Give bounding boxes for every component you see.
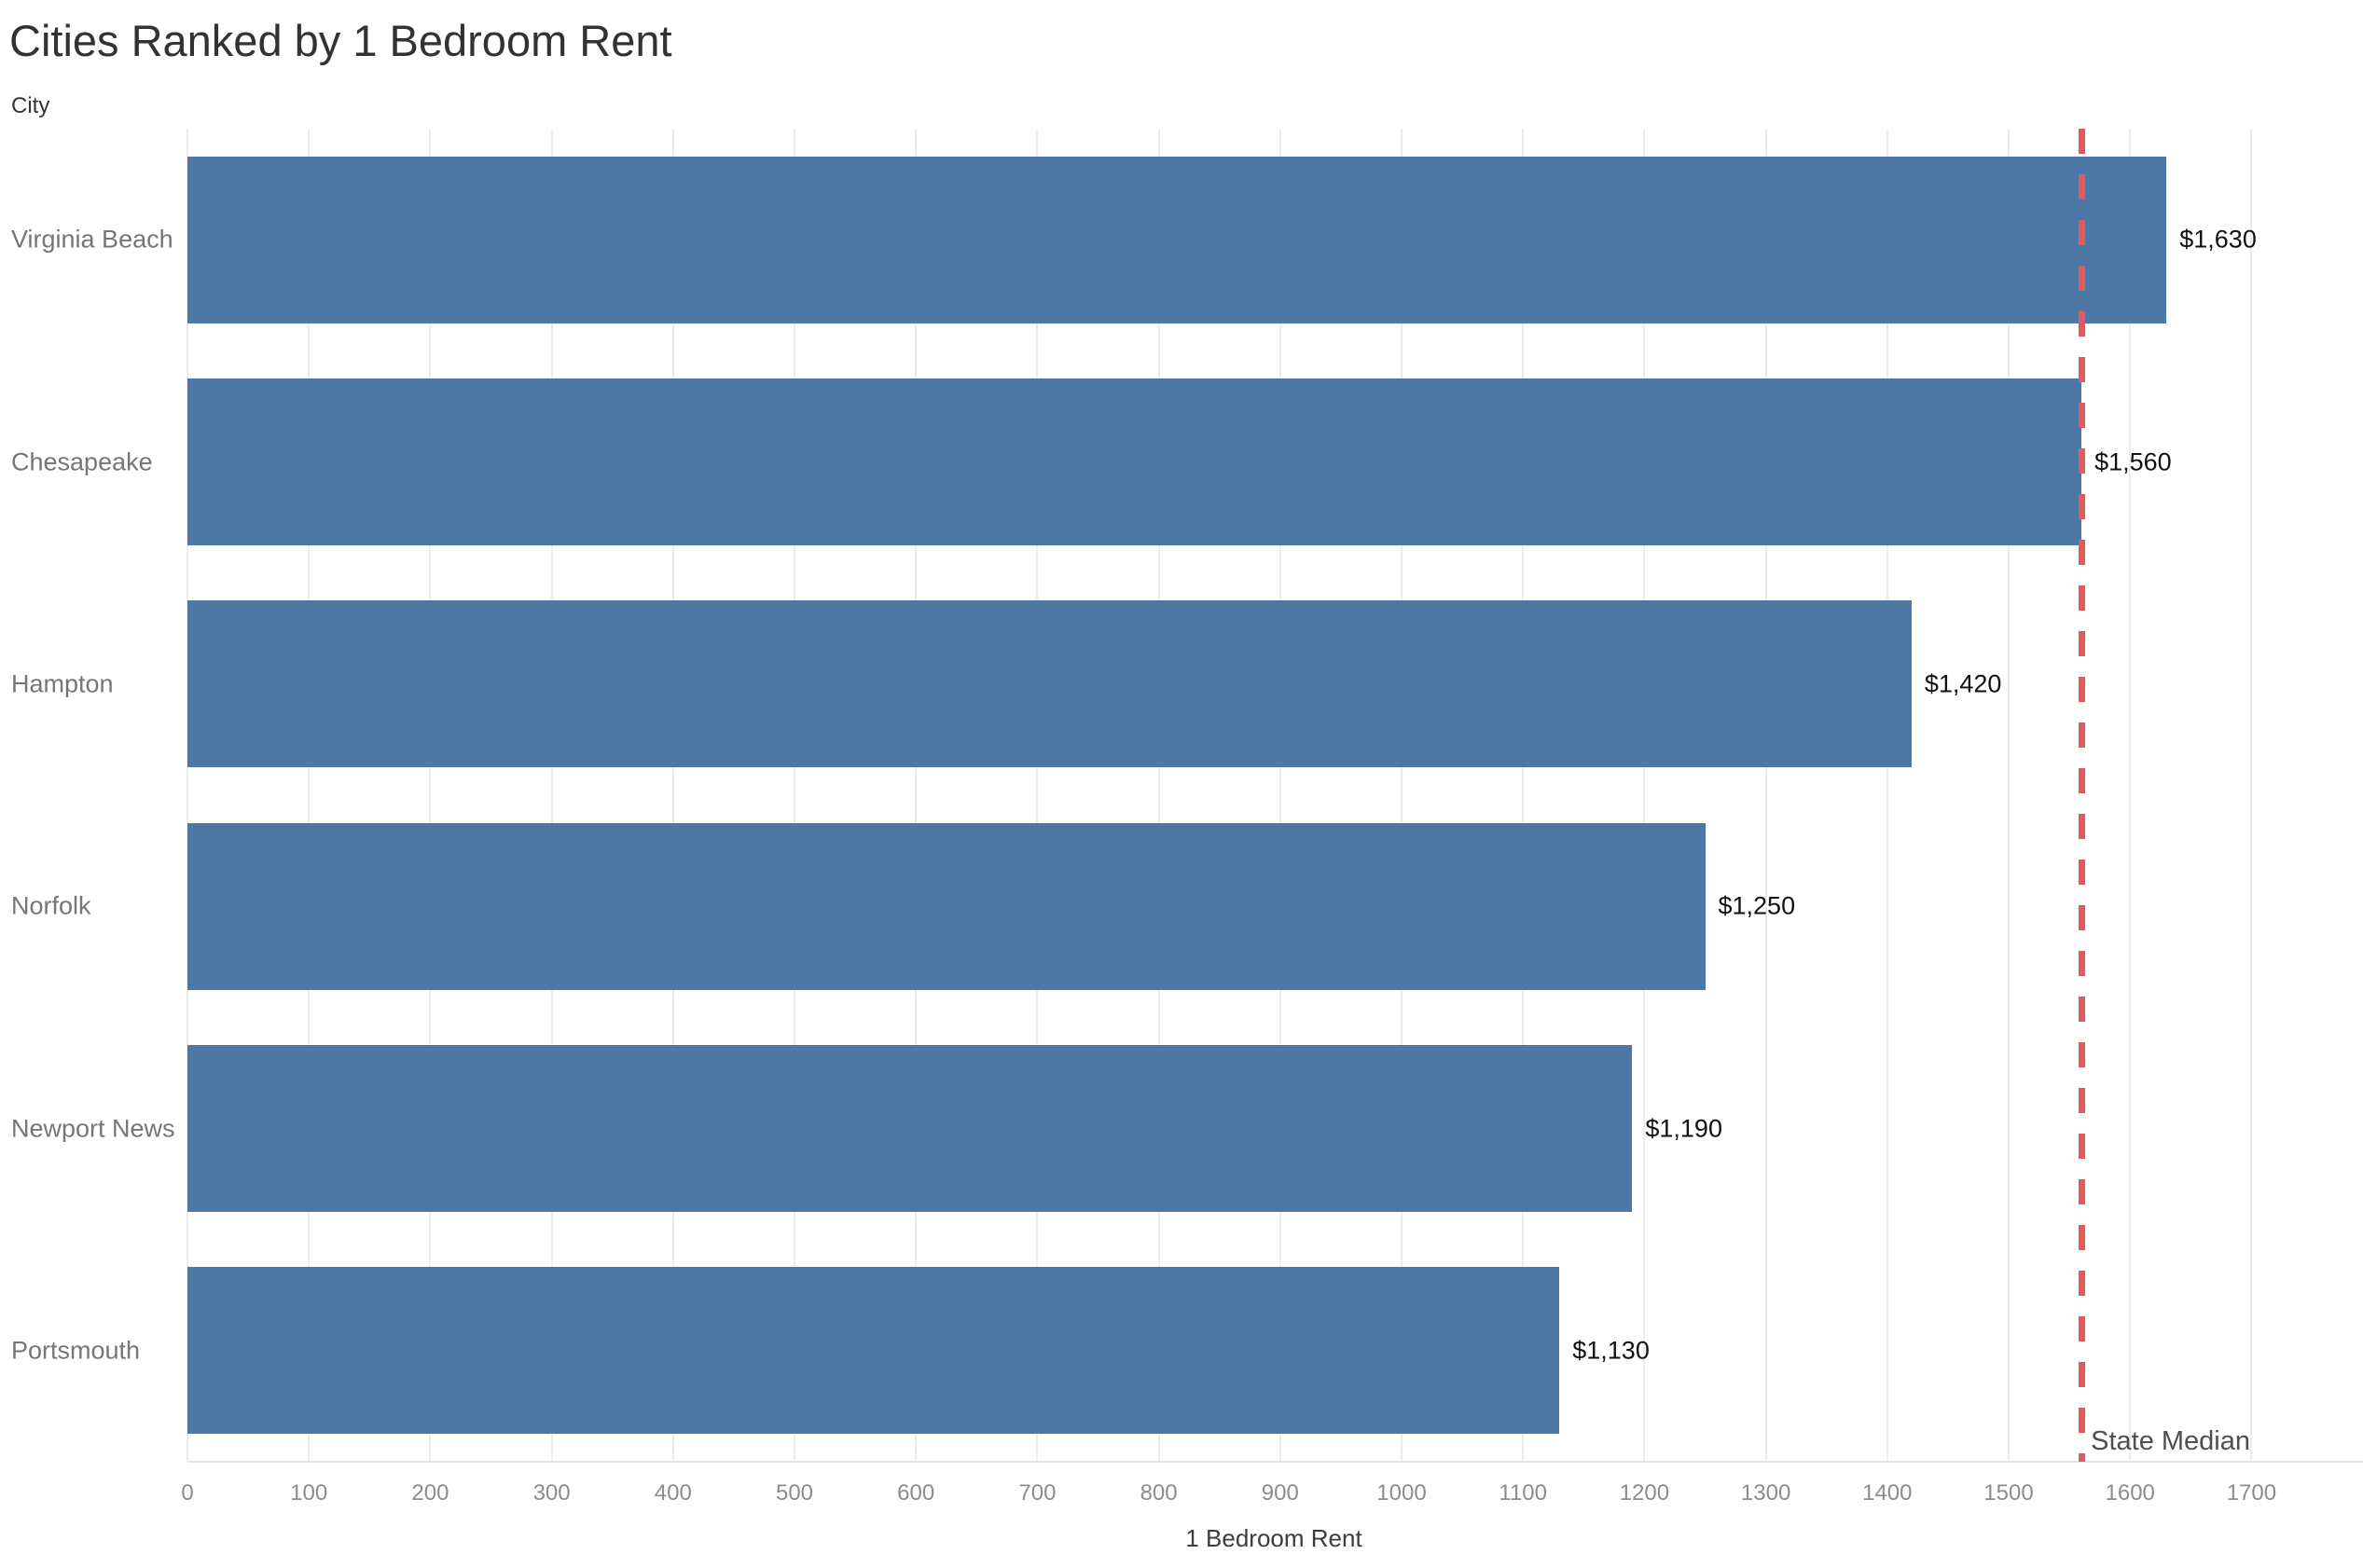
gridline: [1157, 129, 1160, 1462]
x-tick-label: 500: [775, 1480, 814, 1506]
row-label: Chesapeake: [11, 447, 153, 475]
x-tick-label: 600: [897, 1480, 935, 1506]
gridline: [1886, 129, 1888, 1462]
gridline: [1278, 129, 1281, 1462]
gridline: [1764, 129, 1767, 1462]
bar[interactable]: [187, 600, 1912, 768]
gridline: [671, 129, 674, 1462]
gridline: [1643, 129, 1646, 1462]
x-tick-label: 1600: [2105, 1480, 2155, 1506]
x-tick-label: 200: [411, 1480, 449, 1506]
row-label: Newport News: [11, 1114, 175, 1142]
x-tick-label: 700: [1018, 1480, 1057, 1506]
gridline: [2250, 129, 2253, 1462]
x-tick-label: 1100: [1499, 1480, 1547, 1506]
gridline: [915, 129, 918, 1462]
x-tick-label: 300: [532, 1480, 571, 1506]
gridline: [550, 129, 553, 1462]
bar[interactable]: [187, 156, 2167, 323]
x-tick-label: 1300: [1740, 1480, 1791, 1506]
bar[interactable]: [187, 1045, 1633, 1212]
gridline: [308, 129, 311, 1462]
bar-value-label: $1,560: [2094, 447, 2172, 475]
gridline: [2129, 129, 2132, 1462]
gridline: [1522, 129, 1525, 1462]
x-tick-label: 1000: [1376, 1480, 1427, 1506]
row-label: Portsmouth: [11, 1336, 141, 1365]
gridline: [187, 129, 188, 1462]
x-axis-line: [187, 1461, 2363, 1463]
gridline: [1401, 129, 1403, 1462]
x-tick-label: 400: [654, 1480, 692, 1506]
row-label: Norfolk: [11, 891, 91, 920]
gridline: [1036, 129, 1039, 1462]
x-tick-label: 0: [181, 1480, 194, 1506]
bar[interactable]: [187, 378, 2082, 545]
x-tick-label: 1700: [2226, 1480, 2277, 1506]
row-label: Hampton: [11, 669, 114, 698]
state-median-line: [2079, 129, 2086, 1462]
gridline: [794, 129, 795, 1462]
state-median-label: State Median: [2091, 1426, 2250, 1456]
x-tick-label: 1400: [1862, 1480, 1913, 1506]
bar-value-label: $1,190: [1645, 1114, 1722, 1142]
gridline: [2008, 129, 2010, 1462]
x-tick-label: 1500: [1983, 1480, 2034, 1506]
x-tick-label: 800: [1140, 1480, 1178, 1506]
bar[interactable]: [187, 822, 1706, 990]
row-axis-header: City: [11, 93, 50, 118]
bar[interactable]: [187, 1267, 1560, 1435]
gridline: [429, 129, 432, 1462]
x-tick-label: 1200: [1619, 1480, 1670, 1506]
bar-value-label: $1,250: [1718, 891, 1796, 920]
chart-title: Cities Ranked by 1 Bedroom Rent: [9, 16, 672, 65]
row-label: Virginia Beach: [11, 225, 173, 254]
x-tick-label: 900: [1261, 1480, 1299, 1506]
x-axis-title: 1 Bedroom Rent: [1185, 1524, 1362, 1552]
bar-value-label: $1,420: [1924, 669, 2002, 698]
x-tick-label: 100: [290, 1480, 328, 1506]
bar-value-label: $1,130: [1572, 1336, 1650, 1365]
bar-value-label: $1,630: [2179, 225, 2257, 254]
